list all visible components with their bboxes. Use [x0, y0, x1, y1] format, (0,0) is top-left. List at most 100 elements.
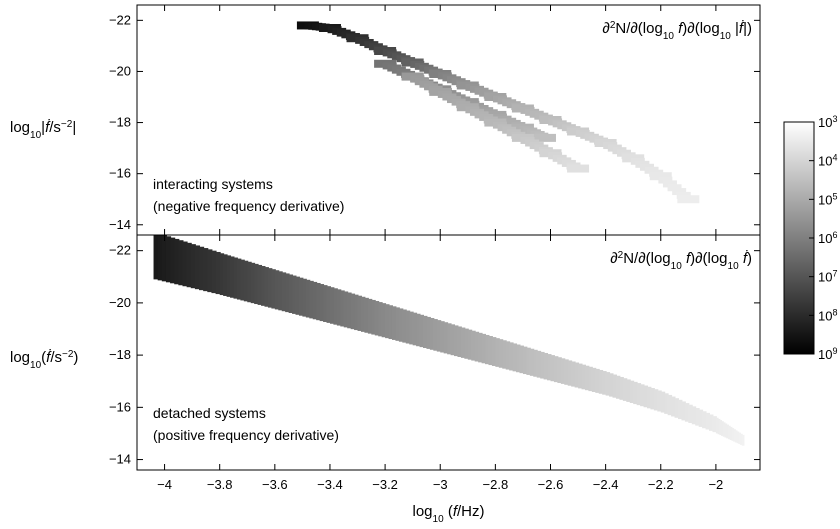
density-cell: [684, 403, 690, 422]
colorbar-label-base: 10: [818, 115, 832, 130]
density-cell: [650, 387, 655, 410]
density-cell: [190, 244, 196, 289]
colorbar-label: 106: [818, 230, 837, 246]
density-cell: [738, 432, 742, 445]
density-cell: [203, 248, 209, 292]
density-cell: [305, 279, 311, 318]
density-cell: [170, 237, 176, 284]
density-cell: [347, 292, 352, 329]
x-tick-label: −2.4: [593, 477, 619, 492]
density-cell: [409, 311, 414, 345]
density-label-part: 10: [663, 31, 675, 42]
colorbar-label-base: 10: [818, 192, 832, 207]
density-cell: [457, 326, 462, 357]
y-tick-label: −20: [109, 295, 131, 310]
density-cell: [194, 245, 201, 290]
density-cell: [402, 309, 407, 343]
density-cell: [581, 364, 586, 390]
density-cell: [230, 256, 235, 298]
density-label-part: 2: [618, 250, 624, 261]
density-cell: [223, 254, 228, 296]
density-cell: [426, 316, 431, 349]
density-label-part: ḟ: [743, 249, 749, 267]
density-cell: [350, 293, 356, 330]
density-cell: [423, 315, 428, 349]
density-cell: [715, 417, 719, 434]
density-cell: [302, 278, 307, 317]
y-tick-label: −16: [109, 399, 131, 414]
density-cell: [395, 307, 400, 341]
density-cell: [741, 434, 745, 446]
density-label: ∂2N/∂(log10 f)∂(log10 ḟ): [610, 249, 752, 272]
density-cell: [519, 345, 524, 374]
density-cell: [454, 325, 459, 357]
density-cell: [343, 291, 349, 328]
y-axis-label-part: ḟ: [46, 348, 52, 366]
density-cell: [267, 268, 273, 308]
density-cell: [460, 327, 466, 358]
density-cell: [261, 266, 266, 306]
density-cell: [236, 258, 242, 300]
density-cell: [278, 271, 283, 311]
density-cell: [178, 240, 184, 286]
density-cell: [319, 284, 325, 322]
density-cell: [674, 398, 679, 418]
heatmap-area: [153, 235, 745, 446]
colorbar-label: 109: [818, 346, 837, 362]
bottom-panel: −22−20−18−16−14−4 −3.8 −3.6 −3.4 −3.2 −3 −2.8−…: [10, 234, 761, 525]
density-cell: [182, 241, 188, 287]
colorbar-label-exponent: 3: [832, 114, 837, 124]
density-cell: [312, 281, 318, 320]
density-cell: [371, 299, 376, 335]
density-cell: [660, 391, 666, 413]
y-axis-label-part: ): [73, 349, 78, 366]
colorbar-label-exponent: 6: [832, 230, 837, 240]
x-axis-label-part: 10: [433, 514, 445, 525]
density-cell: [385, 304, 390, 339]
colorbar-label: 105: [818, 191, 837, 207]
density-cell: [436, 320, 442, 352]
density-cell: [416, 313, 421, 347]
density-cell: [243, 260, 249, 302]
density-label-part: 10: [671, 261, 683, 272]
density-cell: [467, 329, 473, 360]
density-cell: [412, 312, 418, 346]
x-tick-label: −3: [433, 477, 448, 492]
density-cell: [567, 360, 573, 386]
y-axis-label-part: /s: [50, 349, 62, 366]
heatmap-area: [296, 21, 700, 204]
density-cell: [211, 250, 217, 294]
density-cell: [550, 355, 555, 382]
colorbar-label-exponent: 4: [832, 153, 837, 163]
density-cell: [464, 328, 469, 359]
density-cell: [609, 373, 614, 397]
density-cell: [247, 261, 252, 303]
density-cell: [405, 310, 411, 344]
density-cell: [717, 418, 721, 435]
density-cell: [691, 406, 697, 425]
density-label-part: ∂: [602, 20, 609, 37]
density-cell: [727, 425, 731, 440]
density-cell: [474, 331, 480, 362]
density-cell: [667, 394, 673, 416]
density-cell: [574, 362, 580, 388]
colorbar-label: 107: [818, 269, 837, 285]
density-cell: [329, 287, 335, 324]
density-cell: [215, 251, 221, 295]
colorbar-label-exponent: 9: [832, 346, 837, 356]
density-cell: [705, 412, 711, 430]
density-cell: [502, 340, 507, 369]
density-label-part: )∂(log: [690, 250, 727, 267]
density-cell: [657, 390, 662, 412]
density-label-part: 2: [610, 20, 616, 31]
density-cell: [419, 314, 425, 348]
density-cell: [161, 235, 167, 282]
density-cell: [298, 277, 304, 316]
density-cell: [381, 303, 387, 338]
density-cell: [186, 242, 192, 288]
density-cell: [495, 338, 500, 367]
density-cell: [233, 257, 238, 299]
density-cell: [736, 431, 740, 444]
density-cell: [671, 396, 676, 417]
